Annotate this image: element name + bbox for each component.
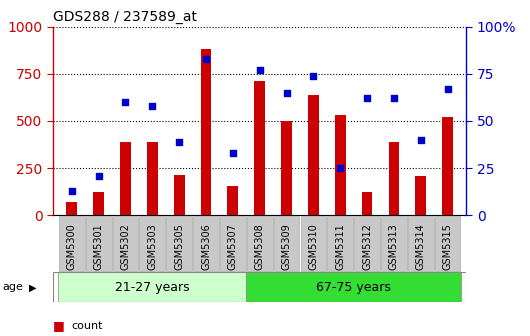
Text: GDS288 / 237589_at: GDS288 / 237589_at <box>53 10 197 25</box>
Bar <box>93 193 104 215</box>
Bar <box>120 142 131 215</box>
Bar <box>246 272 461 302</box>
FancyBboxPatch shape <box>112 216 138 271</box>
Bar <box>58 272 246 302</box>
Bar <box>254 81 265 215</box>
FancyBboxPatch shape <box>59 216 85 271</box>
Point <box>228 150 237 156</box>
Text: GSM5313: GSM5313 <box>389 224 399 270</box>
FancyBboxPatch shape <box>301 216 326 271</box>
Text: GSM5311: GSM5311 <box>335 224 345 270</box>
Bar <box>174 175 184 215</box>
Text: GSM5308: GSM5308 <box>255 224 264 270</box>
Point <box>202 56 210 61</box>
Bar <box>201 49 211 215</box>
Point <box>121 99 130 105</box>
Text: GSM5310: GSM5310 <box>308 224 319 270</box>
Point <box>255 68 264 73</box>
Text: GSM5314: GSM5314 <box>416 224 426 270</box>
Text: 21-27 years: 21-27 years <box>115 281 190 294</box>
FancyBboxPatch shape <box>139 216 165 271</box>
Point <box>417 137 425 142</box>
Text: GSM5300: GSM5300 <box>67 224 77 270</box>
FancyBboxPatch shape <box>166 216 192 271</box>
Text: GSM5307: GSM5307 <box>228 224 238 270</box>
Point <box>444 86 452 92</box>
Point <box>67 188 76 193</box>
FancyBboxPatch shape <box>328 216 353 271</box>
Bar <box>416 176 426 215</box>
Bar <box>308 95 319 215</box>
Text: ■: ■ <box>53 320 65 332</box>
Text: GSM5315: GSM5315 <box>443 224 453 270</box>
Text: GSM5306: GSM5306 <box>201 224 211 270</box>
FancyBboxPatch shape <box>86 216 111 271</box>
Bar <box>388 142 399 215</box>
Bar <box>335 115 346 215</box>
Text: GSM5312: GSM5312 <box>362 224 372 270</box>
Point <box>363 96 372 101</box>
FancyBboxPatch shape <box>220 216 246 271</box>
Text: GSM5305: GSM5305 <box>174 224 184 270</box>
Text: GSM5309: GSM5309 <box>281 224 292 270</box>
Bar <box>227 186 238 215</box>
Point <box>390 96 398 101</box>
Text: GSM5301: GSM5301 <box>94 224 104 270</box>
Bar <box>147 142 158 215</box>
FancyBboxPatch shape <box>354 216 380 271</box>
Bar <box>66 202 77 215</box>
Point <box>175 139 183 144</box>
Text: GSM5302: GSM5302 <box>120 224 130 270</box>
FancyBboxPatch shape <box>193 216 219 271</box>
Bar <box>361 193 373 215</box>
FancyBboxPatch shape <box>273 216 299 271</box>
Point <box>309 73 317 79</box>
Text: age: age <box>3 282 23 292</box>
FancyBboxPatch shape <box>435 216 461 271</box>
FancyBboxPatch shape <box>247 216 272 271</box>
FancyBboxPatch shape <box>381 216 407 271</box>
Point <box>94 173 103 178</box>
Text: count: count <box>72 321 103 331</box>
Bar <box>442 117 453 215</box>
FancyBboxPatch shape <box>408 216 434 271</box>
Point <box>148 103 156 109</box>
Bar <box>281 121 292 215</box>
Point <box>336 165 344 171</box>
Text: 67-75 years: 67-75 years <box>316 281 391 294</box>
Text: GSM5303: GSM5303 <box>147 224 157 270</box>
Text: ▶: ▶ <box>29 282 37 292</box>
Point <box>282 90 291 95</box>
